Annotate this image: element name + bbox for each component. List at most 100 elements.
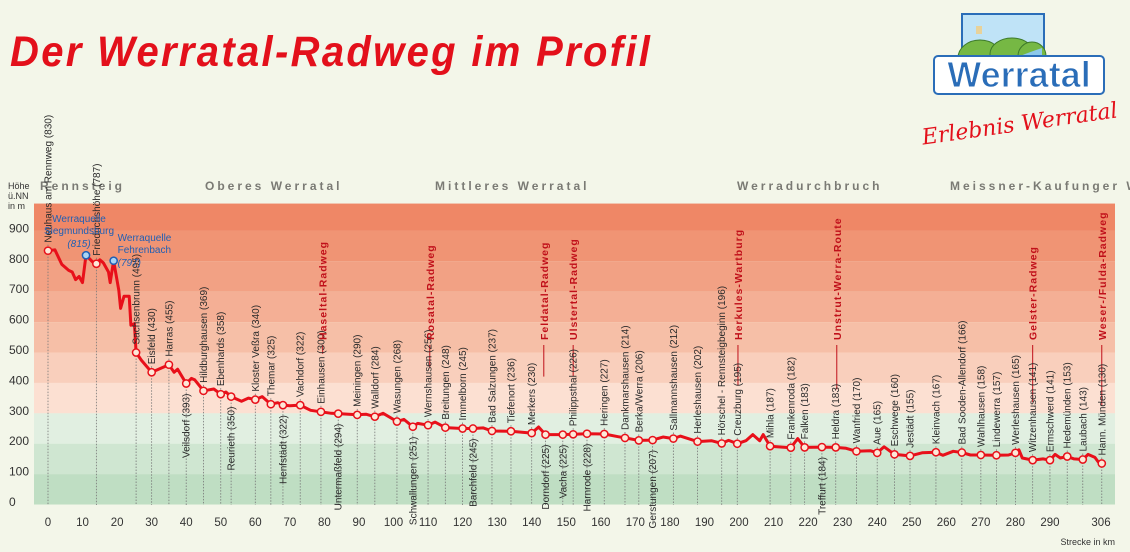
y-tick-label: 700 [9, 282, 29, 296]
station-label: Eschwege (160) [890, 374, 901, 446]
station-labels: Neuhaus am Rennweg (830) Friedrichshöhe (… [44, 115, 1109, 529]
x-tick-label: 90 [353, 517, 366, 529]
station-marker [732, 439, 742, 449]
x-tick-label: 280 [1006, 517, 1025, 529]
region-header: Werradurchbruch [737, 179, 882, 193]
station-marker [765, 441, 775, 451]
station-label: Gerstungen (207) [648, 450, 659, 528]
station-label: Werleshausen (165) [1011, 355, 1022, 445]
station-marker [423, 420, 433, 430]
station-marker [216, 389, 226, 399]
y-tick-label: 600 [9, 313, 29, 327]
station-marker [648, 435, 657, 445]
elevation-band [34, 413, 1115, 444]
station-marker [181, 379, 191, 388]
station-label: Laubach (143) [1078, 387, 1089, 452]
x-tick-label: 306 [1091, 517, 1110, 529]
x-tick-label: 190 [695, 517, 714, 529]
trail-junction-label: Ulstertal-Radweg [568, 238, 580, 340]
station-marker [440, 423, 450, 432]
x-tick-label: 210 [764, 517, 783, 529]
station-marker [693, 437, 702, 446]
station-marker [931, 447, 941, 457]
x-tick-label: 10 [76, 517, 89, 529]
y-tick-label: 500 [9, 343, 29, 357]
station-label: Ebenhards (358) [216, 312, 227, 387]
elevation-band [34, 352, 1115, 383]
trail-junction-label: Gelster-Radweg [1028, 246, 1040, 340]
station-label: Dankmarshausen (214) [620, 325, 631, 430]
station-label: Eisfeld (430) [147, 308, 158, 364]
elevation-band [34, 230, 1115, 262]
x-tick-label: 110 [419, 517, 437, 529]
trail-junction-label: Unstrut-Werra-Route [832, 217, 844, 340]
station-marker [831, 443, 841, 452]
station-marker [408, 422, 418, 432]
y-axis-label: in m [8, 201, 25, 211]
elevation-band [34, 203, 1115, 231]
x-tick-label: 260 [937, 517, 956, 529]
x-tick-label: 0 [45, 517, 51, 529]
x-tick-label: 240 [868, 517, 887, 529]
station-marker [1078, 455, 1088, 464]
station-marker [599, 429, 609, 439]
station-label: Henfstädt (322) [278, 415, 289, 484]
station-label: Wahlhausen (158) [976, 366, 987, 447]
source-title: Werraquelle [52, 214, 106, 225]
y-tick-label: 100 [9, 465, 29, 479]
y-tick-label: 300 [9, 404, 29, 418]
station-marker [872, 448, 882, 458]
station-marker [333, 409, 343, 418]
y-tick-label: 400 [9, 373, 29, 387]
source-name: Siegmundsburg [44, 226, 114, 237]
station-marker [295, 400, 305, 410]
station-marker [92, 259, 101, 269]
station-marker [541, 430, 550, 439]
station-marker [392, 417, 402, 426]
station-marker [250, 395, 260, 404]
x-tick-label: 70 [283, 517, 296, 529]
station-marker [620, 433, 630, 443]
station-label: Einhausen (300) [316, 330, 327, 403]
x-tick-label: 290 [1040, 517, 1059, 529]
station-label: Themar (325) [266, 336, 277, 397]
station-label: Falken (183) [800, 383, 811, 439]
station-marker [266, 399, 276, 409]
station-label: Hörschel - Rennsteigbeginn (196) [717, 286, 728, 436]
station-label: Veilsdorf (393) [182, 394, 193, 458]
x-tick-label: 170 [626, 517, 645, 529]
elevation-band [34, 322, 1115, 353]
station-label: Wernshausen (256) [424, 330, 435, 418]
page-title: Der Werratal-Radweg im Profil [10, 28, 653, 76]
station-label: Aue (165) [873, 401, 884, 445]
station-marker [1028, 455, 1038, 465]
station-marker [527, 428, 537, 438]
station-label: Bad Sooden-Allendorf (166) [957, 321, 968, 445]
x-tick-label: 50 [214, 517, 227, 529]
x-tick-label: 160 [591, 517, 610, 529]
station-label: Tiefenort (236) [506, 358, 517, 423]
station-marker [890, 450, 899, 459]
elevation-band [34, 261, 1115, 292]
station-marker [164, 360, 174, 370]
x-tick-label: 30 [145, 517, 158, 529]
x-tick-label: 120 [453, 517, 472, 529]
x-tick-label: 20 [111, 517, 124, 529]
station-marker [800, 443, 809, 452]
station-label: Kleinvach (167) [931, 375, 942, 444]
source-marker [81, 250, 91, 260]
station-label: Hann. Münden (130) [1097, 364, 1108, 456]
station-label: Herleshausen (202) [693, 346, 704, 434]
y-axis-label: Höhe [8, 181, 30, 191]
station-label: Schwallungen (251) [408, 437, 419, 525]
logo-wordmark: Werratal [947, 54, 1090, 95]
station-label: Treffurt (184) [817, 457, 828, 515]
station-label: Kloster Veßra (340) [251, 305, 262, 392]
trail-junction-label: Rosatal-Radweg [425, 244, 437, 340]
station-label: Wasungen (268) [392, 340, 403, 414]
station-marker [817, 442, 827, 452]
x-tick-label: 80 [318, 517, 331, 529]
station-marker [370, 412, 380, 422]
x-tick-label: 220 [799, 517, 818, 529]
station-label: Reurieth (350) [227, 407, 238, 471]
